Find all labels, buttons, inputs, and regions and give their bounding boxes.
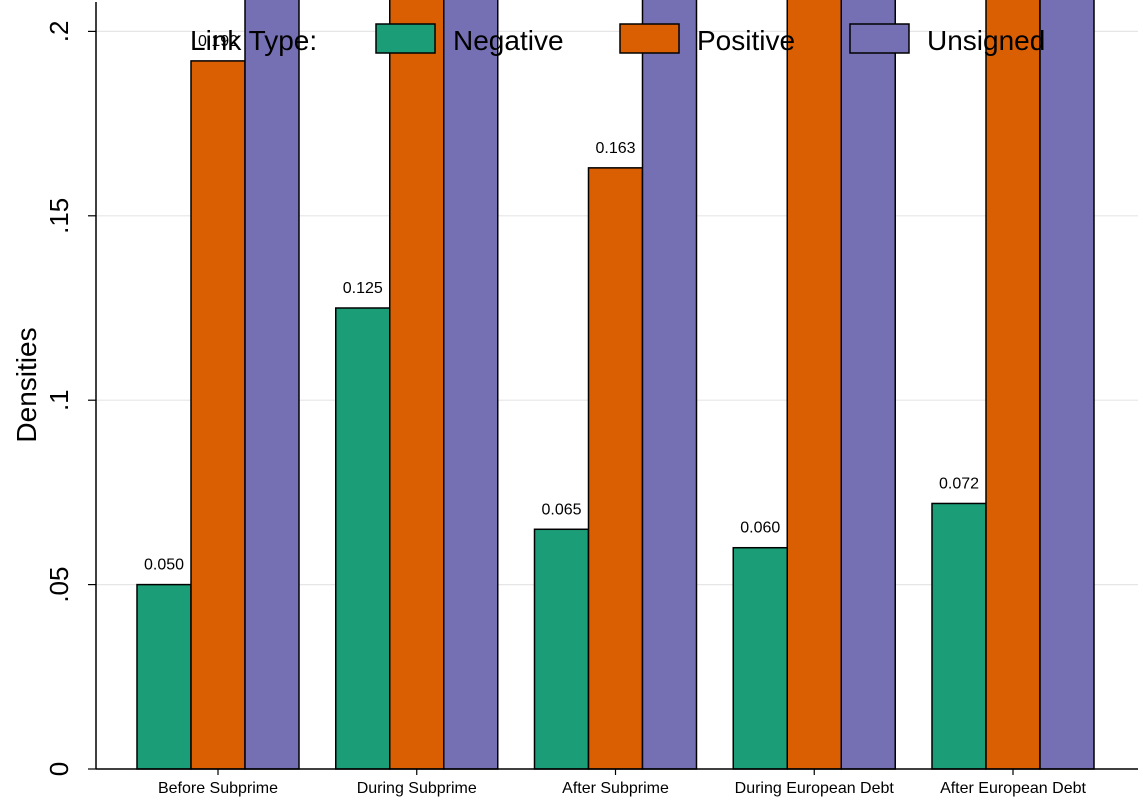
data-label: 0.060 bbox=[740, 520, 780, 537]
data-labels: 0.0500.1920.2420.1250.2220.3470.0650.163… bbox=[144, 33, 979, 574]
bar-unsigned bbox=[641, 0, 698, 770]
legend-label-positive: Positive bbox=[697, 25, 795, 56]
x-category-label: During European Debt bbox=[735, 780, 895, 797]
bar-positive bbox=[389, 0, 445, 770]
y-tick-label: .2 bbox=[44, 21, 74, 43]
data-label: 0.050 bbox=[144, 557, 184, 574]
x-category-label: After European Debt bbox=[940, 780, 1086, 797]
legend-label-negative: Negative bbox=[453, 25, 564, 56]
bar-positive bbox=[985, 0, 1041, 770]
legend-swatch-positive bbox=[619, 23, 680, 54]
y-tick-label: .1 bbox=[44, 389, 74, 411]
bar-negative bbox=[136, 583, 192, 770]
legend-swatch-unsigned bbox=[849, 23, 910, 54]
legend-label-unsigned: Unsigned bbox=[927, 25, 1045, 56]
y-tick-label: .05 bbox=[44, 567, 74, 603]
bars bbox=[136, 0, 1095, 770]
legend-swatch-negative bbox=[375, 23, 436, 54]
y-axis-label: Densities bbox=[11, 327, 42, 442]
bar-unsigned bbox=[443, 0, 499, 770]
x-category-label: During Subprime bbox=[357, 780, 477, 797]
bar-unsigned bbox=[840, 0, 896, 770]
data-label: 0.072 bbox=[939, 475, 979, 492]
bar-negative bbox=[533, 528, 590, 770]
data-label: 0.163 bbox=[595, 140, 635, 157]
y-tick-label: 0 bbox=[44, 762, 74, 776]
x-category-labels: Before Subprime During Subprime After Subp… bbox=[158, 769, 1086, 797]
bar-unsigned bbox=[1039, 0, 1095, 770]
axes bbox=[95, 2, 1138, 770]
bar-unsigned bbox=[244, 0, 300, 770]
bar-negative bbox=[335, 307, 391, 770]
bar-negative bbox=[732, 546, 788, 770]
data-label: 0.065 bbox=[541, 501, 581, 518]
x-category-label: After Subprime bbox=[562, 780, 669, 797]
y-ticks: 0.05.1.15.2.25.3.35.4 bbox=[44, 21, 96, 776]
bar-negative bbox=[931, 502, 987, 770]
y-tick-label: .15 bbox=[44, 198, 74, 234]
bar-positive bbox=[190, 60, 246, 770]
legend: Link Type: Negative Positive Unsigned bbox=[190, 23, 1045, 56]
bar-positive bbox=[786, 0, 842, 770]
data-label: 0.192 bbox=[198, 33, 238, 50]
legend-title: Link Type: bbox=[190, 25, 317, 56]
data-label: 0.125 bbox=[343, 280, 383, 297]
bar-positive bbox=[587, 167, 644, 770]
x-category-label: Before Subprime bbox=[158, 780, 278, 797]
